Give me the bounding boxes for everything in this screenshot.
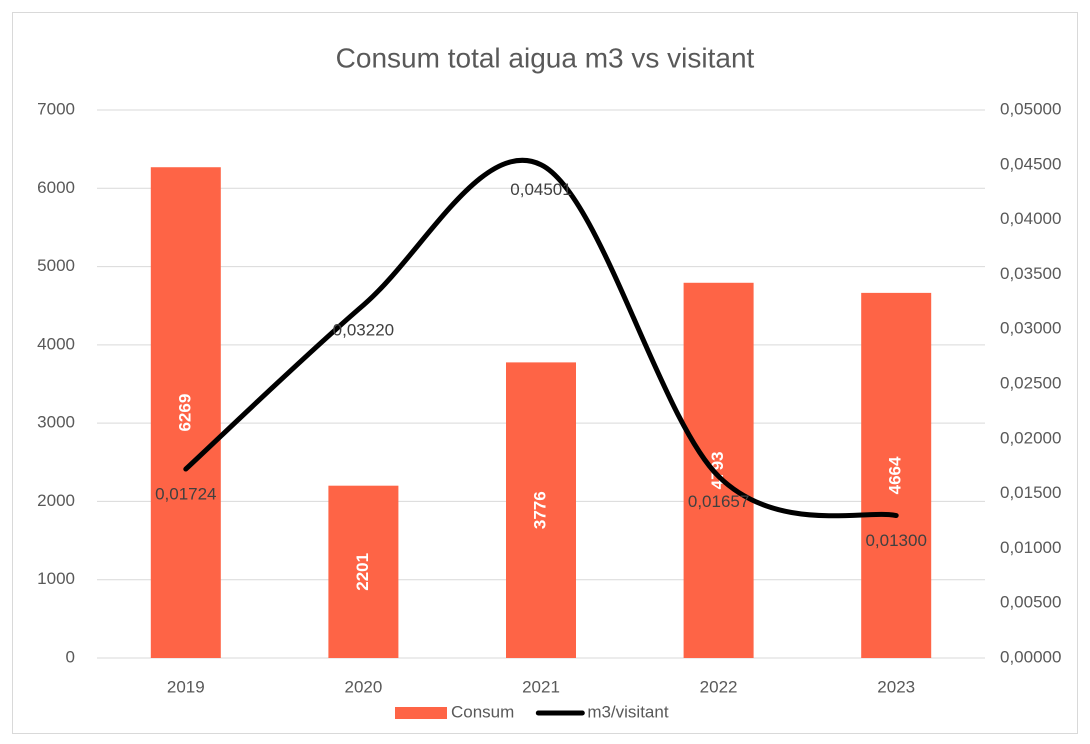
bar	[683, 282, 754, 658]
y2-tick-label: 0,00000	[1000, 647, 1061, 666]
y2-tick-label: 0,00500	[1000, 593, 1061, 612]
x-tick-label: 2019	[167, 677, 205, 696]
bar	[328, 485, 399, 658]
line-label: 0,01657	[688, 492, 749, 511]
x-tick-label: 2021	[522, 677, 560, 696]
x-tick-label: 2022	[700, 677, 738, 696]
y2-tick-label: 0,04500	[1000, 154, 1061, 173]
chart-title: Consum total aigua m3 vs visitant	[336, 42, 755, 73]
y-tick-label: 1000	[37, 569, 75, 588]
y-tick-label: 2000	[37, 491, 75, 510]
line-label: 0,04501	[510, 180, 571, 199]
bar-label: 2201	[353, 553, 372, 591]
y2-tick-label: 0,02500	[1000, 373, 1061, 392]
x-tick-label: 2023	[877, 677, 915, 696]
bar	[506, 362, 576, 658]
bar	[861, 292, 932, 658]
y2-tick-label: 0,01500	[1000, 483, 1061, 502]
y2-tick-label: 0,01000	[1000, 538, 1061, 557]
y-tick-label: 6000	[37, 178, 75, 197]
bar-label: 4664	[886, 456, 905, 494]
y2-tick-label: 0,03500	[1000, 264, 1061, 283]
bar-label: 3776	[530, 491, 549, 529]
line-label: 0,01300	[865, 531, 926, 550]
y-tick-label: 7000	[37, 99, 75, 118]
y2-tick-label: 0,02000	[1000, 428, 1061, 447]
line-label: 0,01724	[155, 485, 216, 504]
y2-tick-label: 0,03000	[1000, 319, 1061, 338]
x-tick-label: 2020	[344, 677, 382, 696]
y2-tick-label: 0,04000	[1000, 209, 1061, 228]
y2-tick-label: 0,05000	[1000, 99, 1061, 118]
y-tick-label: 3000	[37, 413, 75, 432]
y-tick-label: 4000	[37, 334, 75, 353]
legend-label: Consum	[451, 702, 514, 721]
line-label: 0,03220	[333, 321, 394, 340]
line	[183, 157, 899, 519]
y-tick-label: 0	[66, 647, 75, 666]
y-tick-label: 5000	[37, 256, 75, 275]
legend-swatch	[395, 707, 447, 719]
bar-label: 6269	[175, 394, 194, 432]
legend-label: m3/visitant	[587, 702, 669, 721]
bar	[150, 167, 221, 658]
